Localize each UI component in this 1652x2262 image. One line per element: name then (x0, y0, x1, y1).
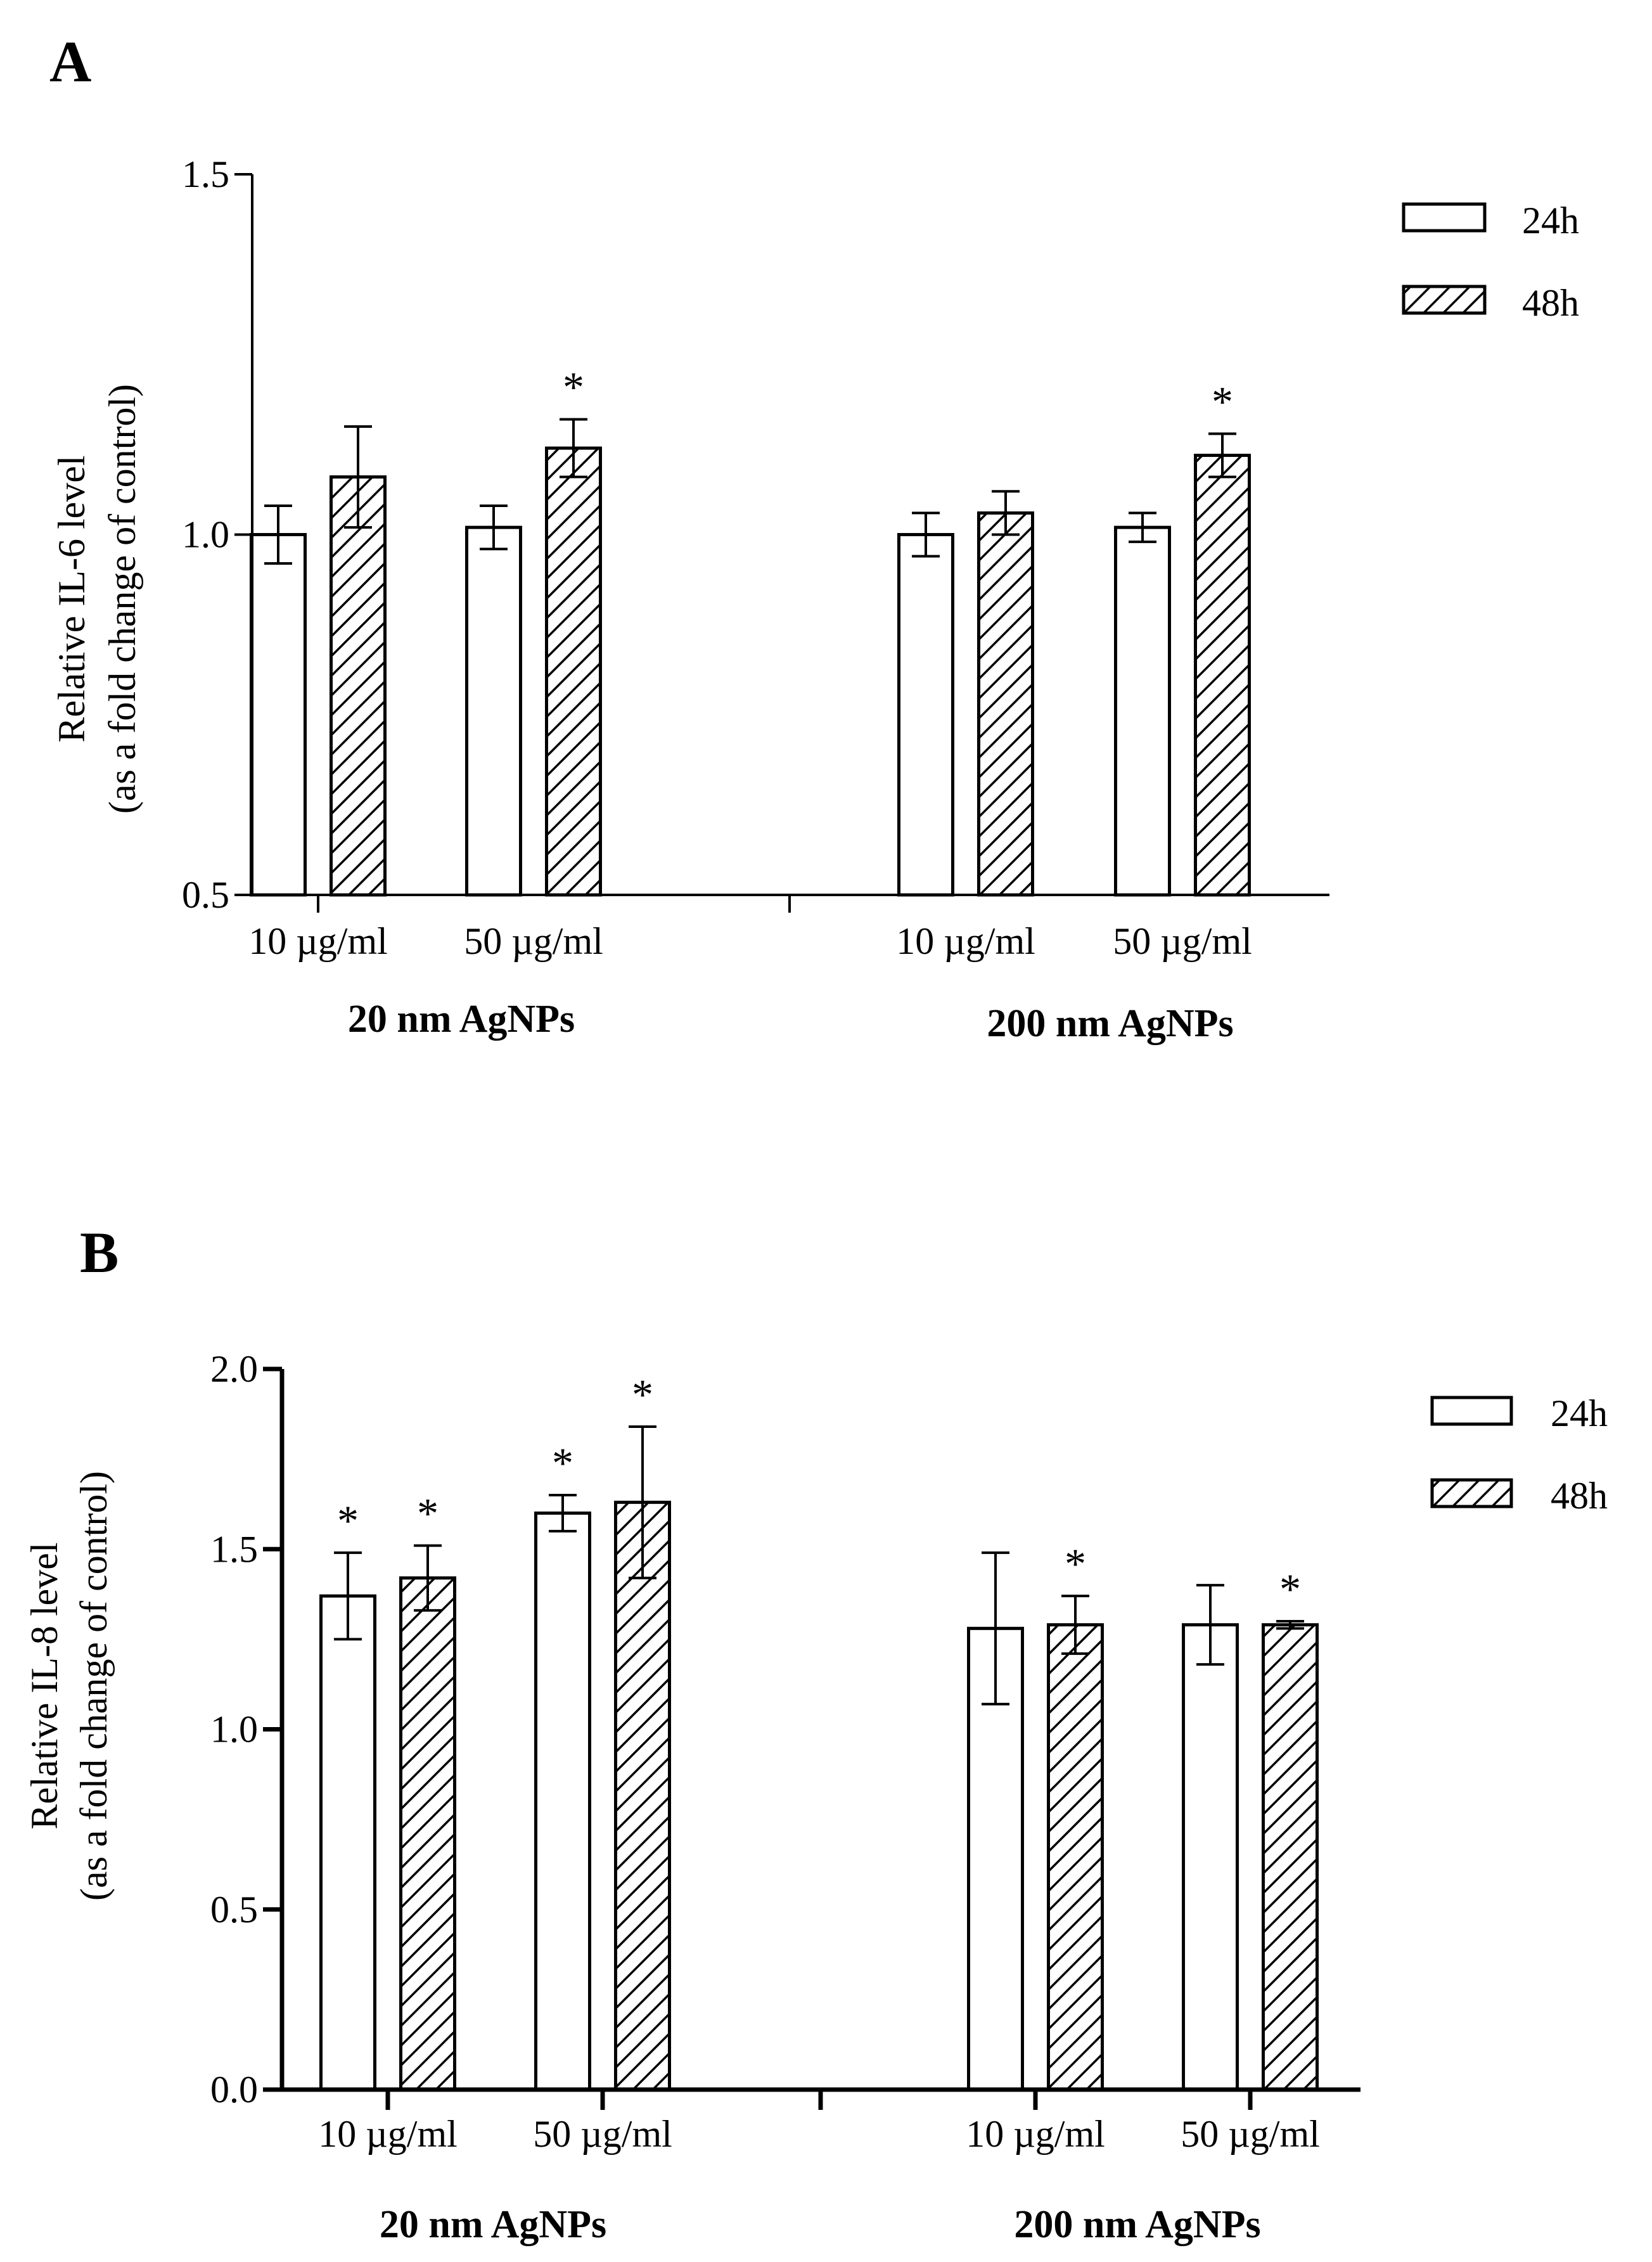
panel-b-y-tick-label-1: 0.0 (210, 2069, 258, 2111)
panel-a-bar-24h-3 (897, 533, 954, 897)
panel-b-bar-24h-2 (534, 1511, 591, 2092)
panel-a-group-label-20nm: 20 nm AgNPs (348, 998, 575, 1041)
panel-b-significance-star-48h-4: * (1279, 1565, 1301, 1613)
panel-a-legend-swatch-48h (1402, 285, 1487, 315)
panel-a-category-label-3: 10 µg/ml (896, 920, 1035, 962)
panel-b: B * * * * * * 0.0 0.5 1.0 1.5 2.0 10 µg/ml 50 µg/ml 1… (23, 1220, 1608, 2246)
panel-b-group-label-20nm: 20 nm AgNPs (380, 2203, 606, 2246)
panel-b-legend-swatch-48h (1430, 1478, 1513, 1508)
panel-b-legend: 24h 48h (1430, 1392, 1608, 1517)
panel-a-category-label-1: 10 µg/ml (248, 920, 388, 962)
panel-b-significance-star-24h-2: * (552, 1439, 573, 1487)
panel-b-ylabel-line1: Relative IL-8 level (23, 1542, 65, 1829)
panel-b-significance-star-48h-2: * (632, 1370, 653, 1418)
panel-b-bar-48h-4 (1262, 1623, 1319, 2092)
panel-b-y-tick-label-3: 1.0 (210, 1709, 258, 1751)
panel-a: A * * 0.5 1.0 1.5 10 µg/ml 50 µg/ml 10 µg/ml 50 … (49, 29, 1579, 1045)
panel-a-plot: * * 0.5 1.0 1.5 10 µg/ml 50 µg/ml 10 µg/ml 50 µg… (182, 153, 1329, 962)
panel-b-category-label-3: 10 µg/ml (966, 2113, 1105, 2155)
panel-b-bar-48h-3 (1047, 1623, 1104, 2092)
panel-a-bar-24h-4 (1114, 525, 1171, 897)
panel-a-legend-swatch-24h (1402, 202, 1487, 233)
panel-b-y-tick-label-5: 2.0 (210, 1348, 258, 1390)
panel-a-legend: 24h 48h (1402, 200, 1579, 324)
panel-b-bar-24h-1 (319, 1594, 376, 2092)
panel-a-ylabel-line2: (as a fold change of control) (101, 384, 143, 814)
panel-b-significance-star-48h-3: * (1065, 1539, 1086, 1588)
panel-a-bar-24h-2 (465, 525, 522, 897)
panel-a-y-tick-label-1: 0.5 (182, 874, 229, 916)
panel-a-category-label-4: 50 µg/ml (1113, 920, 1252, 962)
panel-a-group-label-200nm: 200 nm AgNPs (987, 1002, 1233, 1045)
panel-b-y-tick-label-4: 1.5 (210, 1528, 258, 1570)
panel-a-significance-star-48h-4: * (1212, 377, 1233, 425)
panel-a-bar-48h-1 (330, 475, 387, 897)
panel-b-ylabel-line2: (as a fold change of control) (73, 1471, 115, 1901)
panel-b-legend-swatch-24h (1430, 1396, 1513, 1426)
panel-b-label: B (80, 1220, 118, 1285)
panel-a-bar-48h-4 (1194, 453, 1251, 897)
panel-b-group-label-200nm: 200 nm AgNPs (1014, 2203, 1260, 2246)
panel-b-category-label-4: 50 µg/ml (1181, 2113, 1320, 2155)
panel-a-label: A (49, 29, 91, 94)
panel-b-category-label-2: 50 µg/ml (533, 2113, 672, 2155)
panel-b-significance-star-48h-1: * (417, 1489, 439, 1538)
panel-a-significance-star-48h-2: * (563, 363, 584, 411)
panel-a-ylabel-line1: Relative IL-6 level (51, 455, 93, 742)
panel-b-plot: * * * * * * 0.0 0.5 1.0 1.5 2.0 10 µg/ml 50 µg/ml 10 … (210, 1348, 1361, 2155)
panel-a-y-tick-label-2: 1.0 (182, 514, 229, 556)
panel-b-significance-star-24h-1: * (337, 1496, 359, 1545)
panel-a-bar-48h-3 (977, 511, 1034, 897)
panel-a-legend-label-48h: 48h (1522, 282, 1579, 324)
panel-b-legend-label-48h: 48h (1551, 1475, 1608, 1517)
panel-b-category-label-1: 10 µg/ml (318, 2113, 458, 2155)
panel-a-y-tick-label-3: 1.5 (182, 153, 229, 195)
panel-a-category-label-2: 50 µg/ml (464, 920, 603, 962)
panel-a-legend-label-24h: 24h (1522, 200, 1579, 241)
panel-a-bar-24h-1 (250, 533, 307, 897)
panel-b-bar-48h-1 (399, 1576, 456, 2092)
panel-b-bar-48h-2 (614, 1500, 671, 2092)
panel-b-legend-label-24h: 24h (1551, 1392, 1608, 1434)
panel-a-bar-48h-2 (545, 446, 602, 897)
panel-b-bar-24h-4 (1182, 1623, 1239, 2092)
panel-b-y-tick-label-2: 0.5 (210, 1889, 258, 1931)
